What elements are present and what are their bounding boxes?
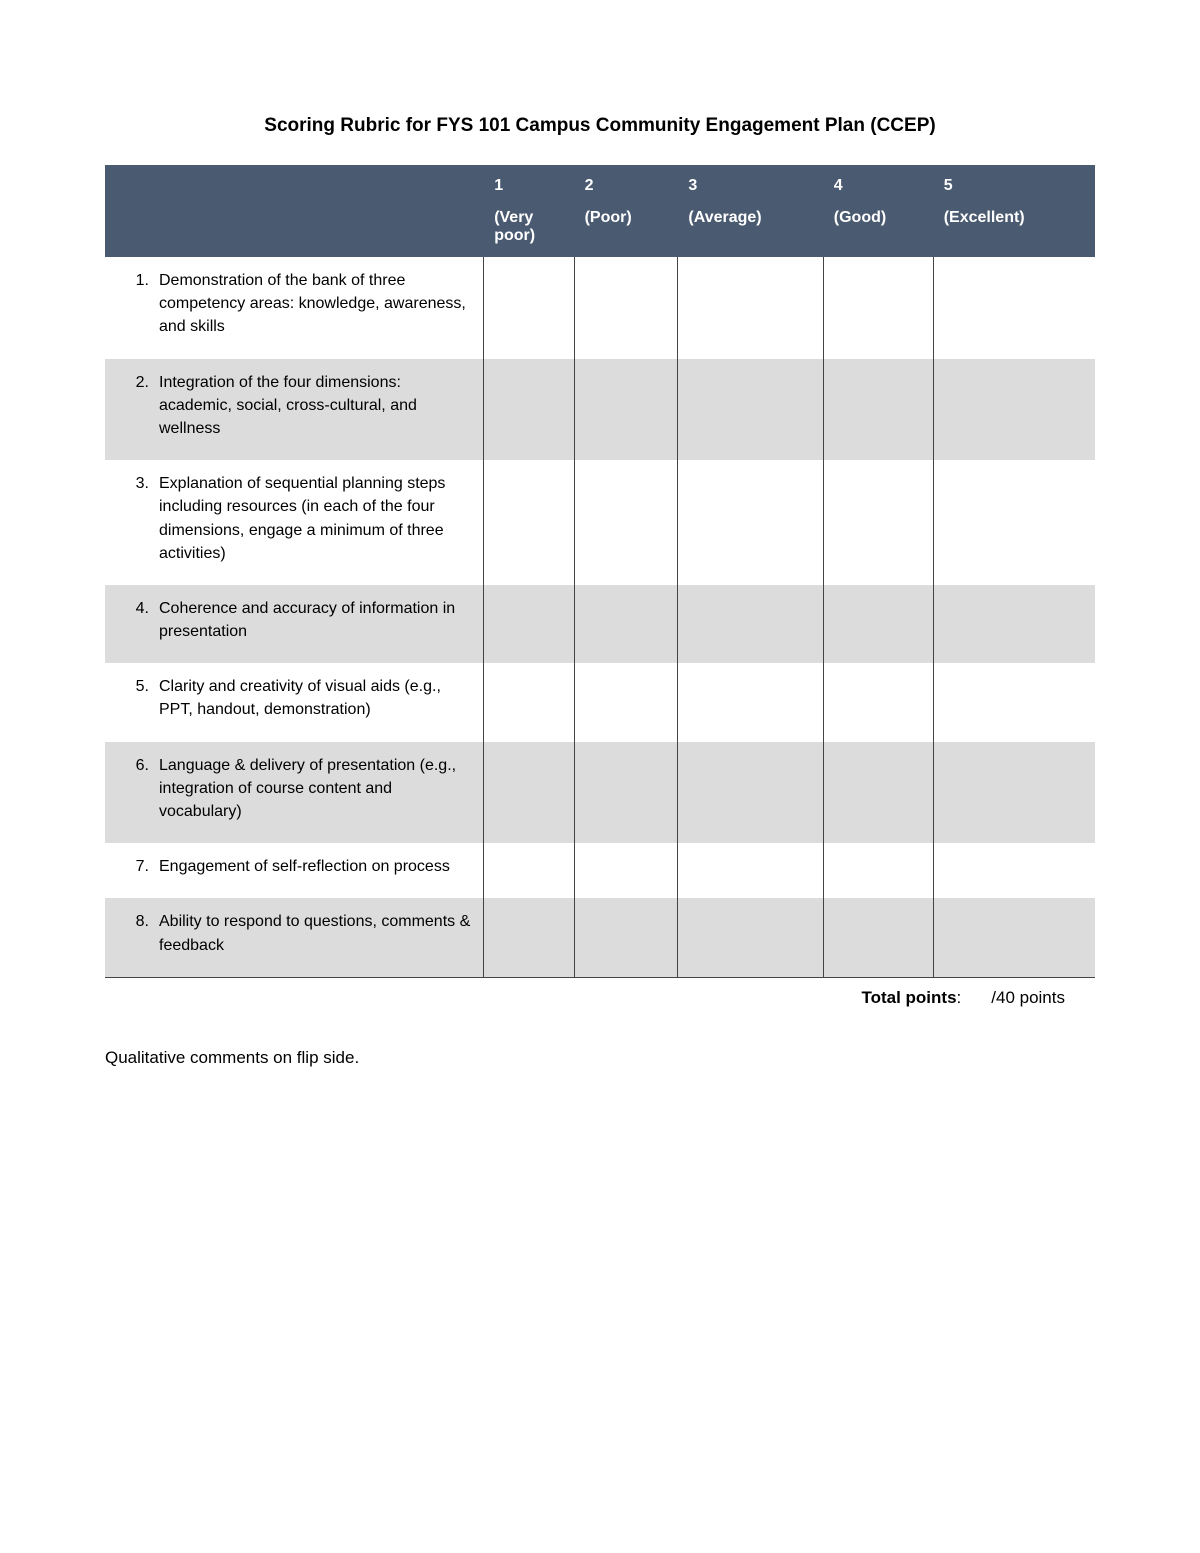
header-col-1: 1(Very poor): [484, 165, 574, 257]
criterion-text: Demonstration of the bank of three compe…: [159, 269, 473, 339]
header-col-4: 4(Good): [823, 165, 933, 257]
table-row: 7.Engagement of self-reflection on proce…: [105, 843, 1095, 898]
criterion-number: 1.: [115, 269, 159, 292]
criterion-cell: 5.Clarity and creativity of visual aids …: [105, 663, 484, 741]
table-row: 5.Clarity and creativity of visual aids …: [105, 663, 1095, 741]
score-cell: [678, 843, 823, 898]
score-cell: [678, 257, 823, 359]
score-cell: [823, 663, 933, 741]
score-cell: [574, 257, 678, 359]
score-cell: [823, 257, 933, 359]
score-cell: [484, 460, 574, 585]
table-row: 8.Ability to respond to questions, comme…: [105, 898, 1095, 977]
score-cell: [933, 257, 1094, 359]
score-cell: [574, 663, 678, 741]
score-cell: [484, 843, 574, 898]
score-cell: [484, 742, 574, 844]
score-cell: [574, 359, 678, 461]
score-cell: [823, 585, 933, 663]
criterion-number: 2.: [115, 371, 159, 394]
rubric-table: 1(Very poor) 2(Poor) 3(Average) 4(Good) …: [105, 165, 1095, 978]
footnote: Qualitative comments on flip side.: [105, 1048, 1095, 1068]
score-cell: [933, 460, 1094, 585]
score-cell: [933, 663, 1094, 741]
score-cell: [678, 663, 823, 741]
total-label: Total points:: [861, 988, 961, 1008]
score-cell: [484, 898, 574, 977]
criterion-cell: 1.Demonstration of the bank of three com…: [105, 257, 484, 359]
criterion-cell: 4.Coherence and accuracy of information …: [105, 585, 484, 663]
table-row: 4.Coherence and accuracy of information …: [105, 585, 1095, 663]
score-cell: [484, 663, 574, 741]
score-cell: [574, 742, 678, 844]
page-title: Scoring Rubric for FYS 101 Campus Commun…: [105, 115, 1095, 137]
total-row: Total points: /40 points: [105, 988, 1095, 1008]
criterion-text: Engagement of self-reflection on process: [159, 855, 473, 878]
score-cell: [933, 359, 1094, 461]
header-col-3: 3(Average): [678, 165, 823, 257]
score-cell: [933, 898, 1094, 977]
criterion-text: Clarity and creativity of visual aids (e…: [159, 675, 473, 721]
score-cell: [823, 460, 933, 585]
criterion-cell: 3.Explanation of sequential planning ste…: [105, 460, 484, 585]
criterion-number: 3.: [115, 472, 159, 495]
criterion-cell: 2.Integration of the four dimensions: ac…: [105, 359, 484, 461]
criterion-text: Explanation of sequential planning steps…: [159, 472, 473, 565]
criterion-number: 7.: [115, 855, 159, 878]
total-value: /40 points: [991, 988, 1065, 1008]
score-cell: [678, 460, 823, 585]
criterion-text: Language & delivery of presentation (e.g…: [159, 754, 473, 824]
criterion-number: 8.: [115, 910, 159, 933]
table-row: 6.Language & delivery of presentation (e…: [105, 742, 1095, 844]
criterion-cell: 7.Engagement of self-reflection on proce…: [105, 843, 484, 898]
score-cell: [484, 585, 574, 663]
score-cell: [933, 843, 1094, 898]
criterion-cell: 6.Language & delivery of presentation (e…: [105, 742, 484, 844]
score-cell: [574, 460, 678, 585]
score-cell: [574, 843, 678, 898]
criterion-number: 4.: [115, 597, 159, 620]
score-cell: [484, 359, 574, 461]
score-cell: [678, 742, 823, 844]
table-row: 2.Integration of the four dimensions: ac…: [105, 359, 1095, 461]
table-row: 1.Demonstration of the bank of three com…: [105, 257, 1095, 359]
header-col-5: 5(Excellent): [933, 165, 1094, 257]
table-row: 3.Explanation of sequential planning ste…: [105, 460, 1095, 585]
header-criteria-blank: [105, 165, 484, 257]
criterion-number: 6.: [115, 754, 159, 777]
header-col-2: 2(Poor): [574, 165, 678, 257]
criterion-text: Ability to respond to questions, comment…: [159, 910, 473, 956]
score-cell: [823, 359, 933, 461]
score-cell: [484, 257, 574, 359]
score-cell: [574, 585, 678, 663]
score-cell: [933, 585, 1094, 663]
score-cell: [823, 742, 933, 844]
score-cell: [678, 585, 823, 663]
score-cell: [933, 742, 1094, 844]
score-cell: [678, 359, 823, 461]
score-cell: [823, 843, 933, 898]
criterion-number: 5.: [115, 675, 159, 698]
score-cell: [678, 898, 823, 977]
criterion-text: Coherence and accuracy of information in…: [159, 597, 473, 643]
score-cell: [574, 898, 678, 977]
score-cell: [823, 898, 933, 977]
criterion-text: Integration of the four dimensions: acad…: [159, 371, 473, 441]
criterion-cell: 8.Ability to respond to questions, comme…: [105, 898, 484, 977]
